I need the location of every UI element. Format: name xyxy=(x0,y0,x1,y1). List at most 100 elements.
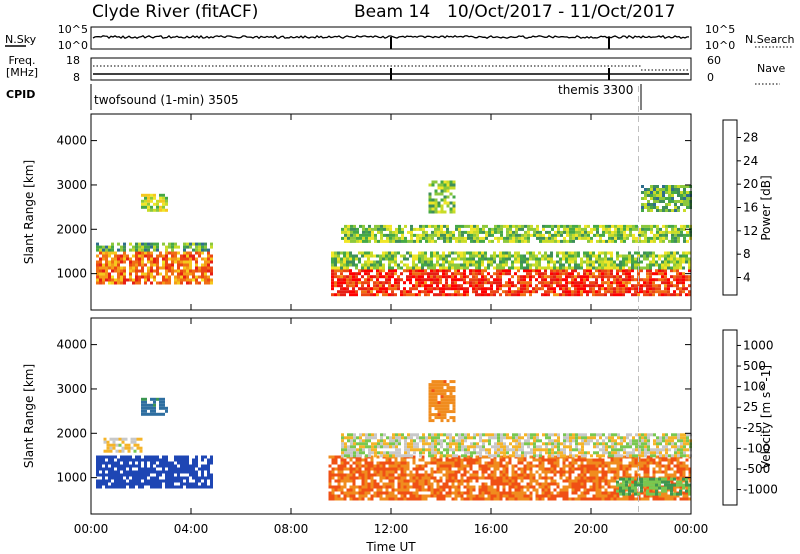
noise-left-tick-bottom: 10^0 xyxy=(58,39,88,52)
data-cell-band-4 xyxy=(455,448,458,452)
data-cell-band-4 xyxy=(559,266,562,270)
data-cell-band-4 xyxy=(557,445,560,449)
freq-tick-bottom: 8 xyxy=(73,71,80,84)
data-cell-band-3 xyxy=(649,269,652,273)
data-cell-band-4 xyxy=(548,439,551,443)
data-cell-band-3 xyxy=(688,479,692,483)
data-cell-band-0 xyxy=(180,257,183,261)
data-cell-band-5 xyxy=(596,227,599,231)
data-cell-band-5 xyxy=(485,233,488,237)
data-cell-band-3 xyxy=(517,287,520,291)
data-cell-band-4 xyxy=(557,439,560,443)
data-cell-band-3 xyxy=(658,461,662,465)
data-cell-band-2 xyxy=(162,193,165,197)
data-cell-band-3 xyxy=(430,476,434,480)
data-cell-band-3 xyxy=(607,497,611,501)
data-cell-band-5 xyxy=(560,233,563,237)
data-cell-band-4 xyxy=(341,439,344,443)
data-cell-band-3 xyxy=(682,479,686,483)
data-cell-band-4 xyxy=(460,251,463,255)
data-cell-band-4 xyxy=(520,254,523,258)
data-cell-band-3 xyxy=(577,455,581,459)
data-cell-band-3 xyxy=(457,269,460,273)
data-cell-band-3 xyxy=(370,455,374,459)
data-cell-band-3 xyxy=(646,497,650,501)
data-cell-band-4 xyxy=(418,260,421,264)
data-cell-band-5 xyxy=(425,239,428,243)
data-cell-band-4 xyxy=(584,439,587,443)
data-cell-band-3 xyxy=(550,287,553,291)
data-cell-band-4 xyxy=(682,251,685,255)
data-cell-band-5 xyxy=(632,224,635,228)
data-cell-band-3 xyxy=(400,278,403,282)
data-cell-band-3 xyxy=(508,494,512,498)
data-cell-band-4 xyxy=(575,448,578,452)
data-cell-band-1 xyxy=(189,242,192,246)
data-cell-band-3 xyxy=(439,281,442,285)
data-cell-band-3 xyxy=(559,287,562,291)
data-cell-band-2 xyxy=(162,397,165,401)
data-cell-band-3 xyxy=(358,287,361,291)
data-cell-band-5 xyxy=(350,230,353,234)
data-cell-band-5 xyxy=(575,230,578,234)
data-cell-band-3 xyxy=(601,458,605,462)
data-cell-band-7 xyxy=(686,200,689,203)
data-cell-band-0 xyxy=(132,479,135,483)
data-cell-band-7 xyxy=(659,209,662,212)
data-cell-band-0 xyxy=(150,458,153,462)
data-cell-band-0 xyxy=(168,281,171,285)
data-cell-band-4 xyxy=(616,263,619,267)
data-cell-band-7 xyxy=(668,194,671,197)
data-cell-band-3 xyxy=(595,473,599,477)
data-cell-band-0 xyxy=(117,275,120,279)
data-cell-band-3 xyxy=(571,479,575,483)
data-cell-band-4 xyxy=(451,263,454,267)
data-cell-band-3 xyxy=(553,497,557,501)
data-cell-band-4 xyxy=(688,263,691,267)
data-cell-band-4 xyxy=(652,254,655,258)
data-cell-band-3 xyxy=(634,476,638,480)
data-cell-band-3 xyxy=(619,269,622,273)
data-cell-band-7 xyxy=(680,200,683,203)
data-cell-band-3 xyxy=(361,293,364,297)
data-cell-band-7 xyxy=(641,191,644,194)
data-cell-band-3 xyxy=(376,473,380,477)
data-cell-band-4 xyxy=(652,251,655,255)
data-cell-band-7 xyxy=(674,203,677,206)
data-cell-band-3 xyxy=(502,488,506,492)
data-cell-band-3 xyxy=(565,470,569,474)
data-cell-band-5 xyxy=(410,239,413,243)
data-cell-band-5 xyxy=(632,239,635,243)
data-cell-band-4 xyxy=(673,254,676,258)
data-cell-band-3 xyxy=(448,464,452,468)
data-cell-band-3 xyxy=(370,458,374,462)
data-cell-band-3 xyxy=(388,281,391,285)
data-cell-band-3 xyxy=(352,467,356,471)
data-cell-band-3 xyxy=(517,476,521,480)
data-cell-band-4 xyxy=(407,445,410,449)
data-cell-band-1 xyxy=(136,443,140,447)
data-cell-band-0 xyxy=(195,461,198,465)
data-cell-band-4 xyxy=(589,260,592,264)
data-cell-band-4 xyxy=(446,451,449,455)
data-cell-band-3 xyxy=(403,485,407,489)
data-cell-band-4 xyxy=(392,454,395,458)
data-cell-band-3 xyxy=(640,269,643,273)
data-cell-band-6 xyxy=(449,210,453,214)
data-cell-band-6 xyxy=(431,198,435,202)
data-cell-band-0 xyxy=(180,485,183,489)
data-cell-band-5 xyxy=(446,239,449,243)
data-cell-band-4 xyxy=(407,442,410,446)
data-cell-band-4 xyxy=(463,257,466,261)
data-cell-band-6 xyxy=(452,210,456,214)
data-cell-band-5 xyxy=(392,239,395,243)
data-cell-band-0 xyxy=(141,266,144,270)
data-cell-band-7 xyxy=(659,188,662,191)
data-cell-band-3 xyxy=(499,497,503,501)
data-cell-band-1 xyxy=(156,248,159,252)
data-cell-band-3 xyxy=(478,497,482,501)
data-cell-band-4 xyxy=(497,439,500,443)
data-cell-band-3 xyxy=(406,269,409,273)
data-cell-band-5 xyxy=(392,230,395,234)
data-cell-band-0 xyxy=(138,254,141,258)
